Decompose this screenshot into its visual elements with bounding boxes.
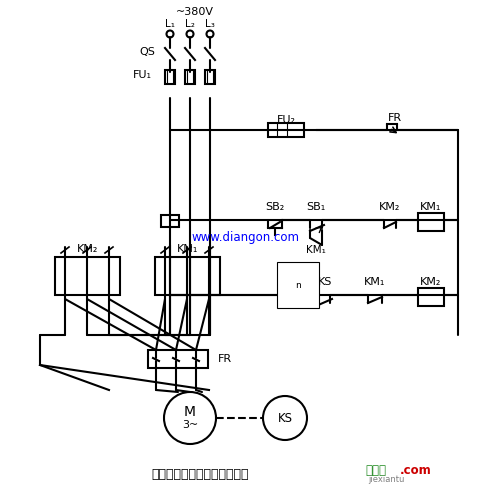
Text: KM₁: KM₁ [364, 277, 386, 287]
Text: ~380V: ~380V [176, 7, 214, 17]
Text: QS: QS [139, 47, 155, 57]
Text: FR: FR [388, 113, 402, 123]
Text: KM₂: KM₂ [77, 244, 98, 254]
Text: M: M [184, 405, 196, 419]
Text: KM₂: KM₂ [380, 202, 400, 212]
Text: KS: KS [278, 412, 292, 424]
Text: 接线图: 接线图 [365, 464, 386, 476]
Text: KM₁: KM₁ [177, 244, 198, 254]
Text: .com: .com [400, 464, 432, 476]
Text: L₁: L₁ [165, 19, 175, 29]
Circle shape [164, 392, 216, 444]
Text: L₂: L₂ [185, 19, 195, 29]
Text: KM₁: KM₁ [420, 202, 442, 212]
Circle shape [206, 30, 214, 38]
Circle shape [263, 396, 307, 440]
Bar [185, 70, 195, 84]
Text: n: n [295, 280, 301, 290]
Circle shape [186, 30, 194, 38]
Bar [161, 215, 179, 227]
Text: FR: FR [218, 354, 232, 364]
Bar [165, 70, 175, 84]
Bar [418, 288, 444, 306]
Bar [418, 213, 444, 231]
Bar [205, 70, 215, 84]
Text: KM₂: KM₂ [420, 277, 442, 287]
Text: jiexiantu: jiexiantu [368, 475, 405, 485]
Text: www.diangon.com: www.diangon.com [191, 231, 299, 245]
Bar [268, 123, 304, 137]
Circle shape [166, 30, 173, 38]
Text: KS: KS [318, 277, 332, 287]
Text: FU₁: FU₁ [133, 70, 152, 80]
Text: 异步电动机反接制动控制电路: 异步电动机反接制动控制电路 [151, 467, 249, 481]
Text: L₃: L₃ [205, 19, 215, 29]
Text: KM₁: KM₁ [306, 245, 326, 255]
Text: FU₂: FU₂ [276, 115, 295, 125]
Text: SB₂: SB₂ [266, 202, 284, 212]
Text: 3~: 3~ [182, 420, 198, 430]
Bar [55, 257, 120, 295]
Bar [155, 257, 220, 295]
Text: SB₁: SB₁ [306, 202, 326, 212]
Bar [148, 350, 208, 368]
